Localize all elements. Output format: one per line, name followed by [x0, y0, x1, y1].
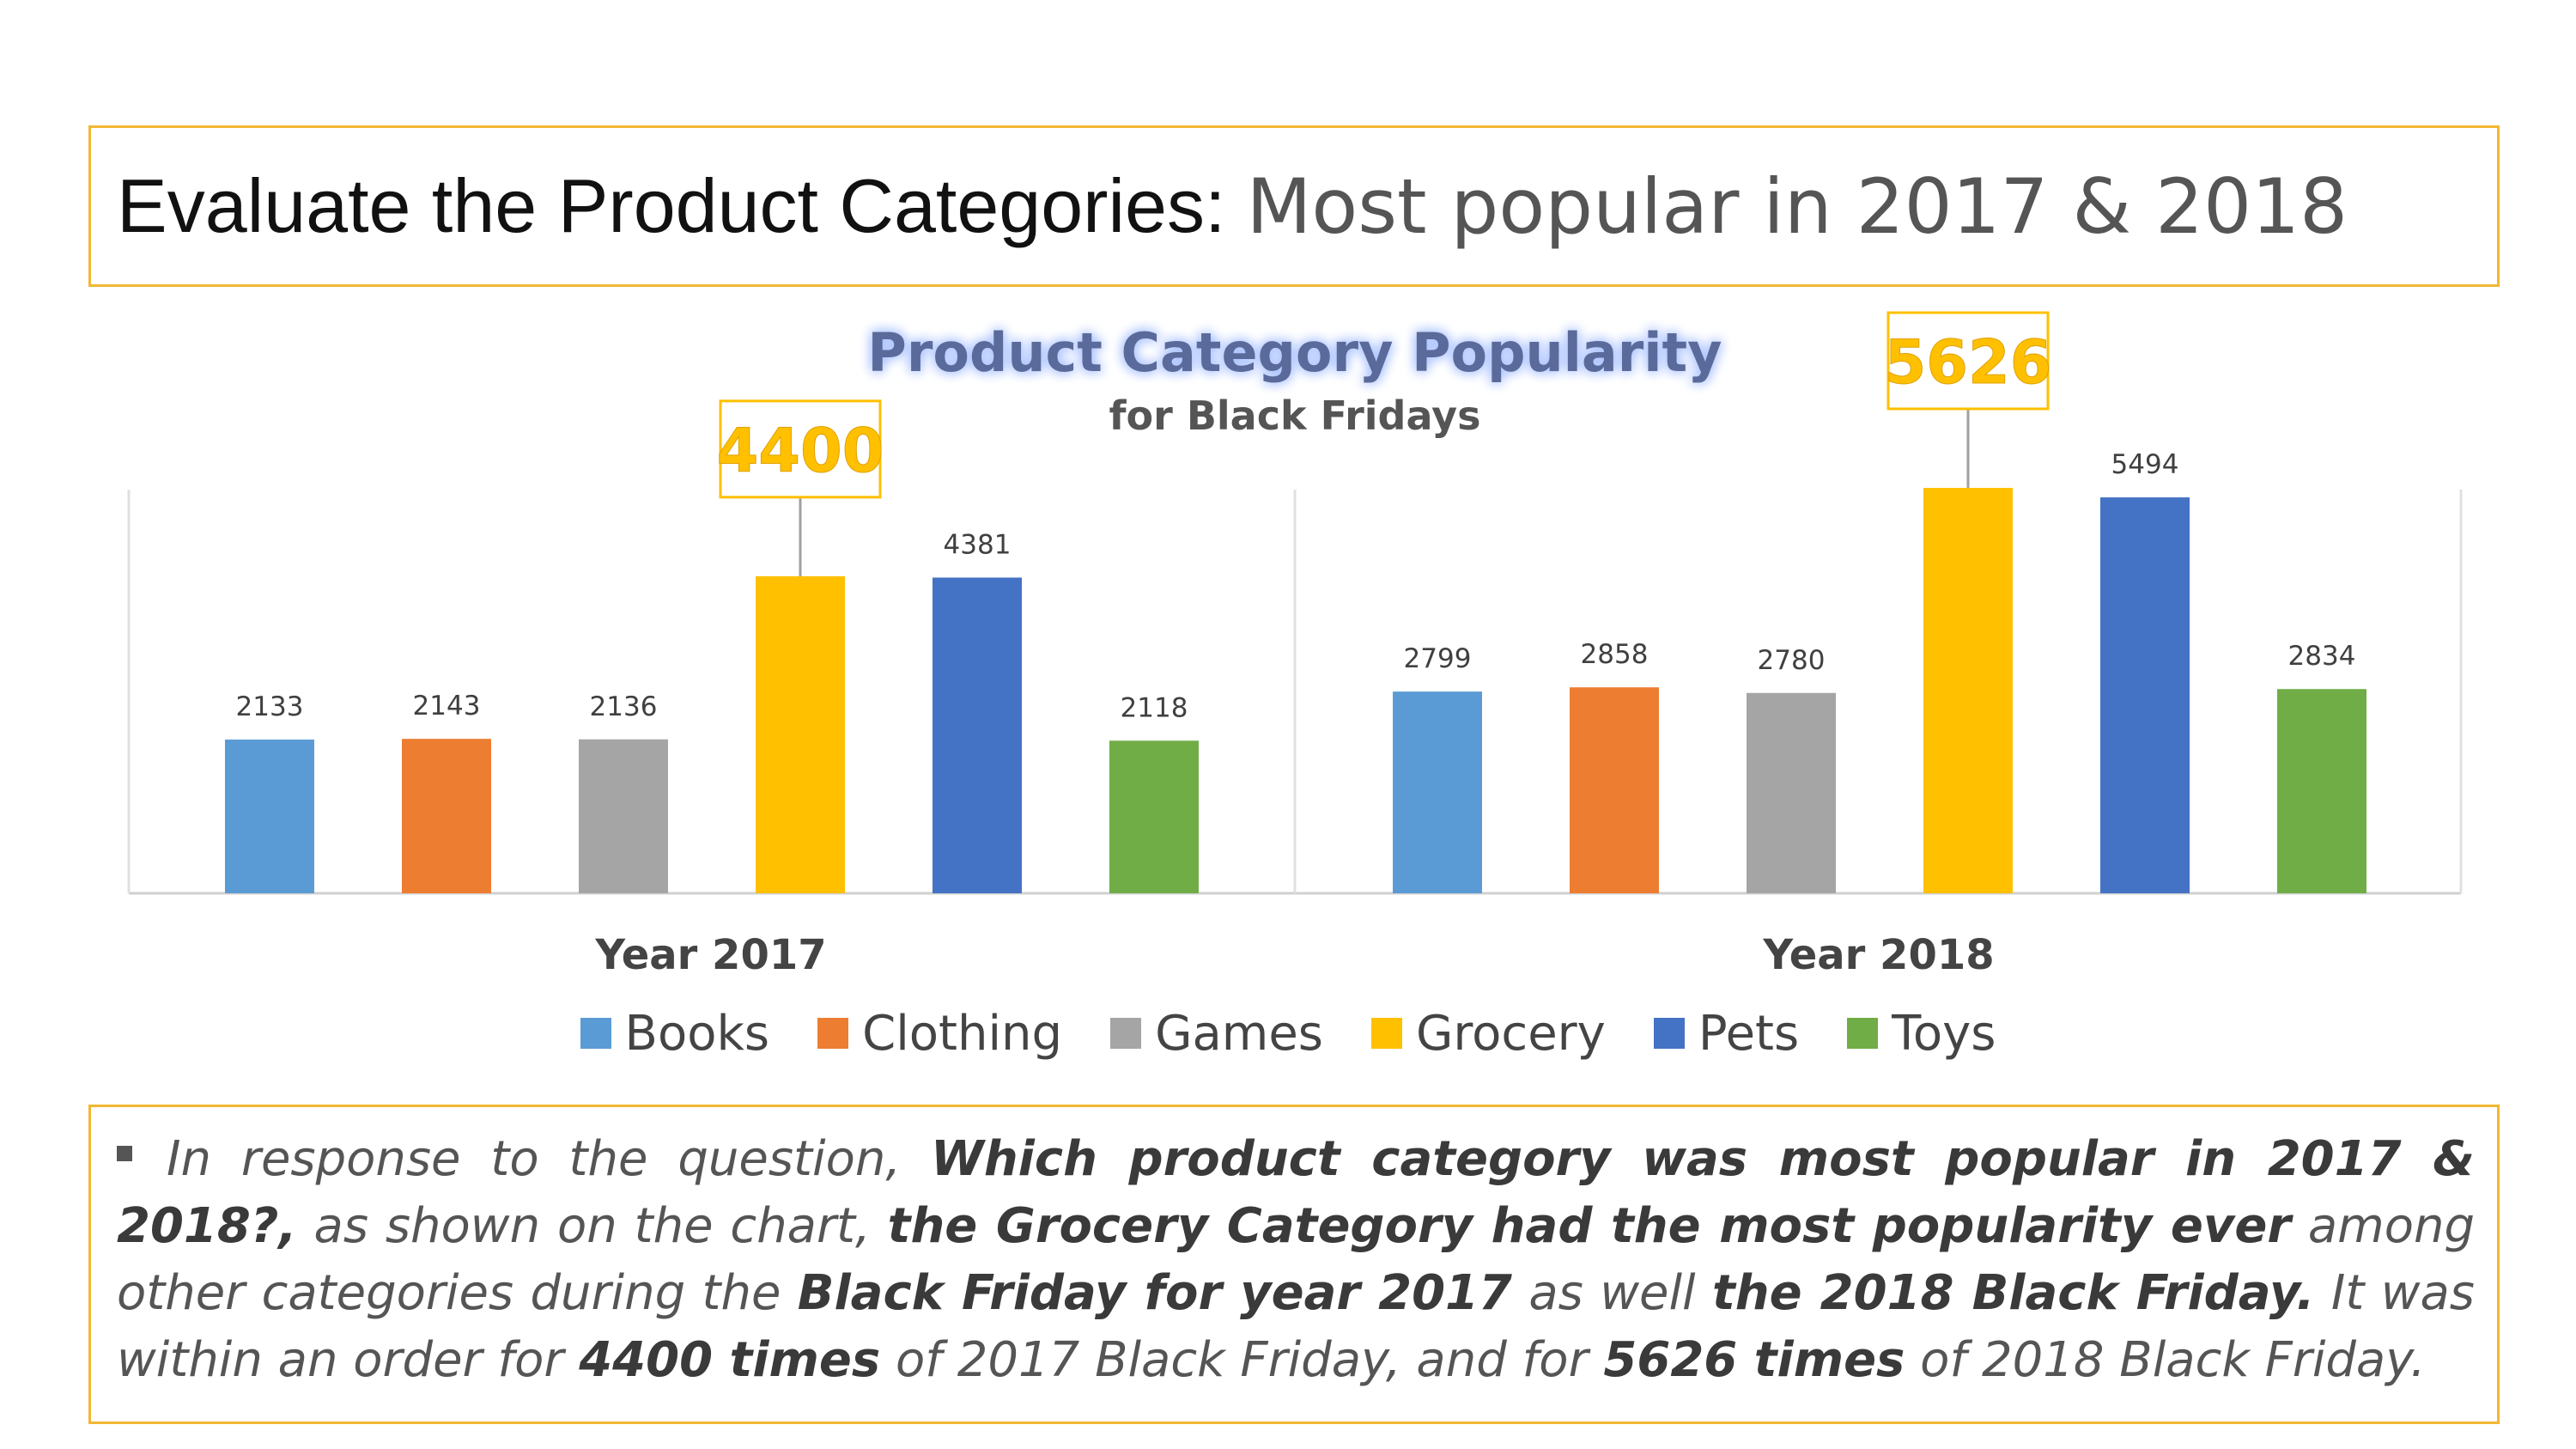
note-text-5: It was within an order for	[117, 1265, 2475, 1388]
note-box: In response to the question, Which produ…	[88, 1105, 2500, 1424]
bar-pets	[933, 577, 1022, 893]
bar-books	[1393, 691, 1482, 893]
legend-item-books: Books	[580, 1005, 770, 1062]
legend-swatch	[1847, 1018, 1879, 1049]
page-title: Evaluate the Product Categories:	[117, 163, 1226, 248]
legend-item-pets: Pets	[1653, 1005, 1800, 1062]
legend-label: Toys	[1892, 1005, 1996, 1062]
note-text-6: of 2017 Black Friday, and for	[880, 1332, 1604, 1388]
note-paragraph: In response to the question, Which produ…	[117, 1126, 2475, 1394]
bar-value-label-highlight: 5626	[1885, 327, 2052, 398]
chart-subtitle: for Black Fridays	[1109, 393, 1481, 439]
legend-item-games: Games	[1110, 1006, 1323, 1062]
legend-swatch	[1653, 1018, 1685, 1049]
chart-title: Product Category Popularity	[867, 321, 1722, 384]
legend-label: Clothing	[862, 1005, 1063, 1062]
note-text-2: as shown on the chart,	[296, 1198, 888, 1254]
legend-swatch	[1110, 1018, 1142, 1049]
note-bold-4: the 2018 Black Friday.	[1711, 1265, 2315, 1321]
legend-item-clothing: Clothing	[817, 1006, 1062, 1062]
bar-clothing	[402, 739, 491, 893]
note-text-1: In response to the question,	[167, 1131, 932, 1187]
note-bold-5: 4400 times	[579, 1332, 881, 1388]
category-label: Year 2018	[1762, 931, 1994, 979]
legend-swatch	[1370, 1018, 1402, 1049]
bar-chart: Product Category Popularity for Black Fr…	[127, 311, 2463, 979]
legend-item-toys: Toys	[1847, 1006, 1996, 1062]
bar-value-label: 2118	[1121, 692, 1188, 723]
note-bold-2: the Grocery Category had the most popula…	[887, 1198, 2291, 1254]
bar-toys	[2277, 689, 2366, 893]
note-text-4: as well	[1511, 1265, 1712, 1321]
bar-books	[225, 740, 314, 893]
note-text-7: of 2018 Black Friday.	[1905, 1332, 2426, 1388]
title-box: Evaluate the Product Categories: Most po…	[88, 125, 2500, 287]
bar-pets	[2100, 497, 2190, 893]
bar-grocery	[756, 575, 845, 893]
note-bold-1: Which product category was most popular …	[117, 1131, 2476, 1254]
callout-box	[719, 399, 882, 499]
bar-value-label: 2858	[1581, 639, 1649, 670]
bar-value-label-highlight: 4400	[717, 416, 884, 486]
category-label: Year 2017	[594, 931, 826, 979]
bar-games	[579, 739, 668, 893]
legend-item-grocery: Grocery	[1370, 1005, 1606, 1062]
note-bold-3: Black Friday for year 2017	[797, 1265, 1512, 1321]
chart-legend: Books Clothing Games Grocery Pets Toys	[0, 1003, 2576, 1063]
bar-value-label: 4381	[944, 529, 1012, 560]
bar-value-label: 2133	[236, 691, 304, 722]
note-text-3: among other categories during the	[117, 1198, 2476, 1321]
bar-clothing	[1570, 687, 1659, 893]
page-subtitle: Most popular in 2017 & 2018	[1246, 161, 2348, 251]
legend-label: Games	[1155, 1005, 1323, 1062]
square-bullet-icon	[117, 1145, 132, 1161]
bar-value-label: 2143	[413, 691, 481, 721]
bar-value-label: 2799	[1404, 643, 1472, 674]
legend-label: Books	[624, 1005, 770, 1062]
legend-label: Pets	[1698, 1005, 1800, 1062]
bar-value-label: 2136	[590, 691, 658, 722]
bar-toys	[1109, 740, 1199, 893]
bar-games	[1747, 692, 1836, 893]
bar-grocery	[1923, 488, 2013, 893]
bar-value-label: 2780	[1758, 645, 1826, 676]
legend-swatch	[580, 1018, 611, 1049]
note-bold-6: 5626 times	[1603, 1332, 1905, 1388]
callout-box	[1886, 311, 2050, 411]
legend-label: Grocery	[1415, 1005, 1606, 1062]
legend-swatch	[817, 1018, 849, 1049]
bar-value-label: 5494	[2111, 449, 2179, 480]
chart-bars: 2133 2143 2136 4400 4381 2118 2799 2858 2780 5626…	[225, 311, 2366, 893]
bar-value-label: 2834	[2288, 641, 2356, 672]
chart-axes: Year 2017 Year 2018	[127, 490, 2463, 979]
